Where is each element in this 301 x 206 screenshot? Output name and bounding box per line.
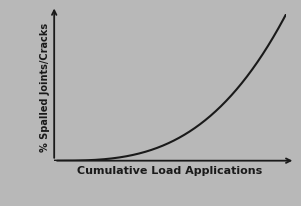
X-axis label: Cumulative Load Applications: Cumulative Load Applications bbox=[77, 166, 263, 176]
Y-axis label: % Spalled Joints/Cracks: % Spalled Joints/Cracks bbox=[40, 23, 50, 152]
